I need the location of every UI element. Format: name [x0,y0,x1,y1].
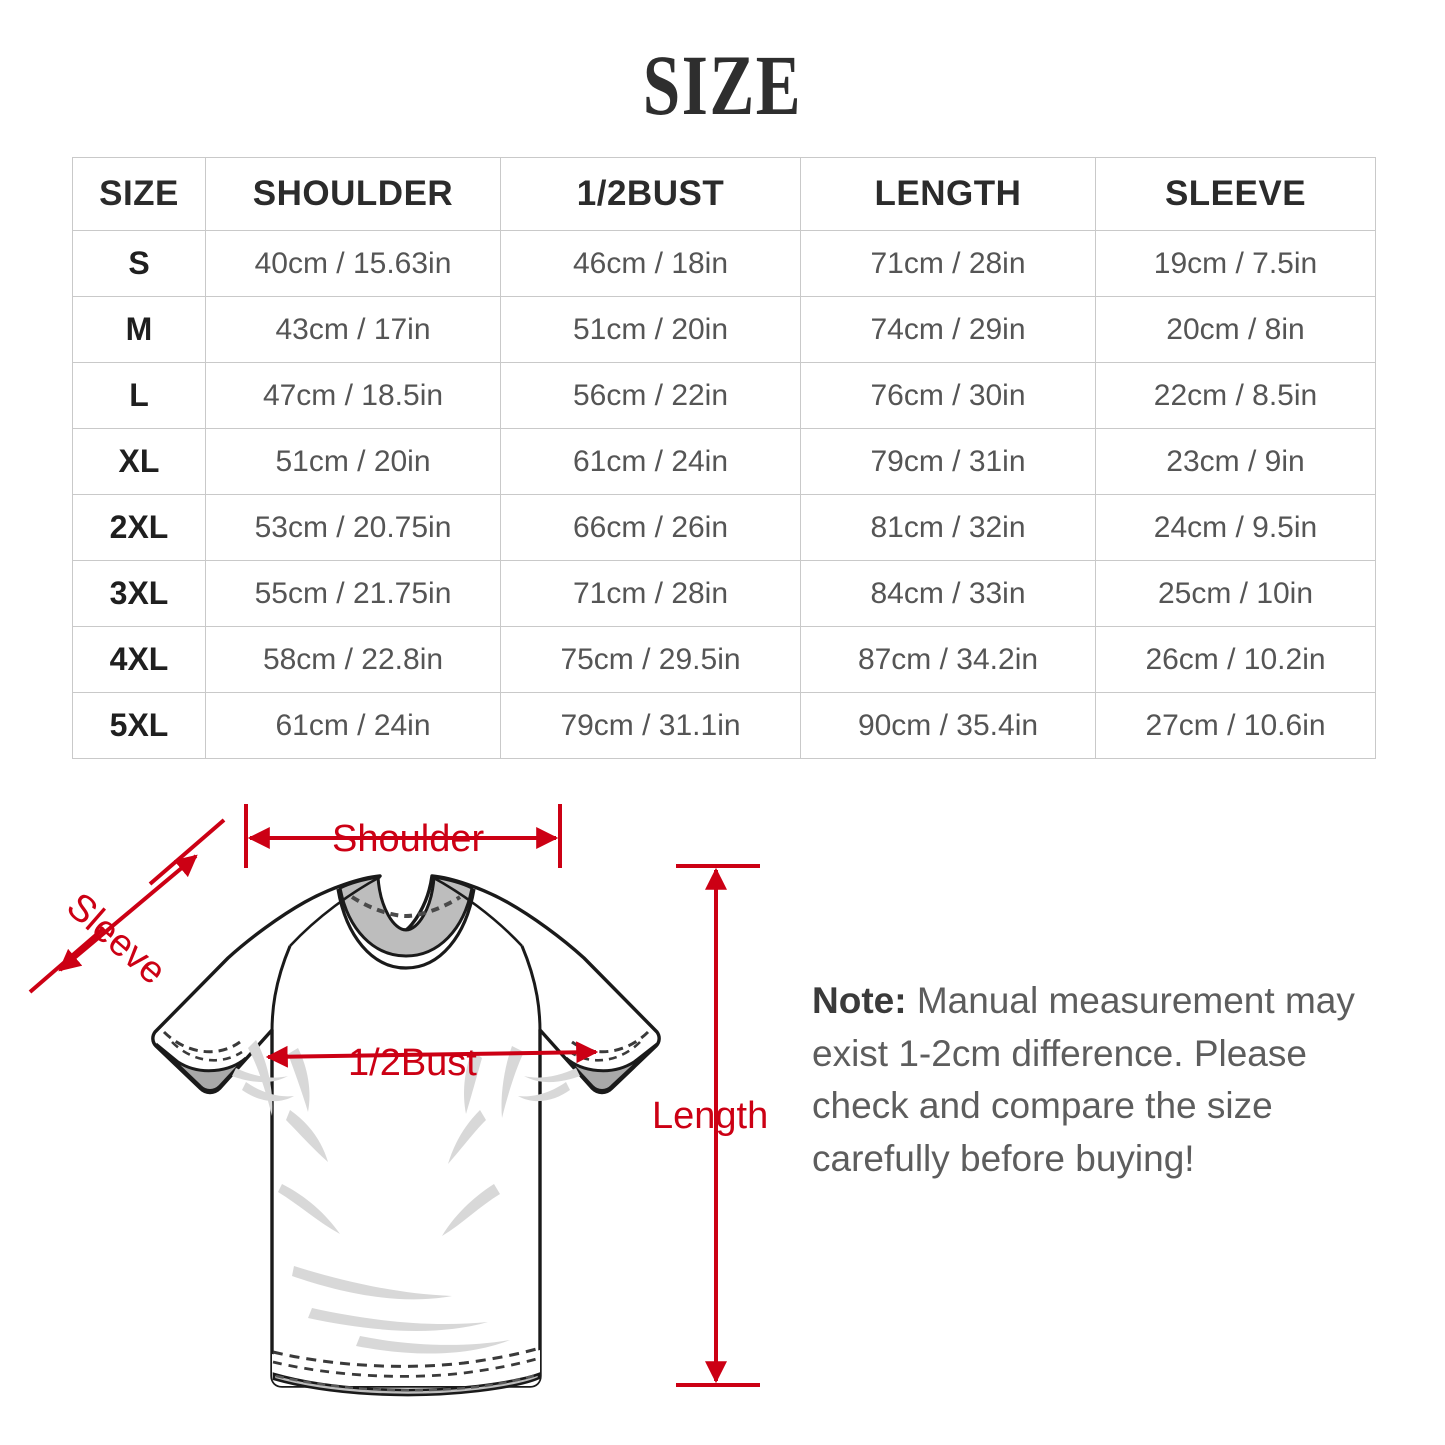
cell-length: 79cm / 31in [800,428,1096,495]
table-row: L 47cm / 18.5in 56cm / 22in 76cm / 30in … [72,362,1376,429]
sleeve-measure-arrow [28,818,226,994]
cell-shoulder: 55cm / 21.75in [205,560,501,627]
column-header-length: LENGTH [800,157,1096,231]
cell-size: M [72,296,206,363]
hem-stitch-lower [272,1356,541,1378]
cell-size: XL [72,428,206,495]
cell-shoulder: 51cm / 20in [205,428,501,495]
cell-bust: 46cm / 18in [500,230,801,297]
length-label: Length [652,1095,769,1137]
measurement-arrows-overlay [28,804,760,1387]
right-armhole-seam [520,945,542,1033]
cell-length: 84cm / 33in [800,560,1096,627]
column-header-sleeve: SLEEVE [1095,157,1376,231]
table-row: 4XL 58cm / 22.8in 75cm / 29.5in 87cm / 3… [72,626,1376,693]
table-row: 3XL 55cm / 21.75in 71cm / 28in 84cm / 33… [72,560,1376,627]
cell-shoulder: 47cm / 18.5in [205,362,501,429]
tshirt-illustration [151,874,661,1397]
size-chart-table: SIZE SHOULDER 1/2BUST LENGTH SLEEVE S 40… [72,157,1376,759]
cell-bust: 56cm / 22in [500,362,801,429]
cell-size: 2XL [72,494,206,561]
cell-length: 76cm / 30in [800,362,1096,429]
cell-shoulder: 40cm / 15.63in [205,230,501,297]
hem-band [272,1350,540,1386]
hem-inner-edge [272,1372,541,1397]
collar-tape [350,895,462,919]
note-label: Note: [812,980,907,1021]
cell-length: 87cm / 34.2in [800,626,1096,693]
shoulder-label: Shoulder [332,818,485,860]
table-row: S 40cm / 15.63in 46cm / 18in 71cm / 28in… [72,230,1376,297]
left-shoulder-seam [289,875,381,947]
collar-outer-edge [336,888,476,970]
cell-sleeve: 23cm / 9in [1095,428,1376,495]
cell-sleeve: 19cm / 7.5in [1095,230,1376,297]
measurement-diagram [0,780,1445,1445]
bust-measure-arrow [265,1041,599,1068]
hem-stitch-edge [275,1372,539,1392]
bust-label: 1/2Bust [348,1042,477,1084]
cell-sleeve: 22cm / 8.5in [1095,362,1376,429]
cell-sleeve: 20cm / 8in [1095,296,1376,363]
cell-shoulder: 58cm / 22.8in [205,626,501,693]
shoulder-measure-arrow [244,804,562,868]
column-header-bust: 1/2BUST [500,157,801,231]
page-title: SIZE [642,37,803,133]
left-armhole-seam [270,945,292,1033]
note-text: Manual measurement may exist 1-2cm diffe… [812,980,1355,1179]
cell-bust: 79cm / 31.1in [500,692,801,759]
cell-bust: 51cm / 20in [500,296,801,363]
cell-length: 71cm / 28in [800,230,1096,297]
cell-sleeve: 24cm / 9.5in [1095,494,1376,561]
cell-bust: 66cm / 26in [500,494,801,561]
table-header-row: SIZE SHOULDER 1/2BUST LENGTH SLEEVE [72,157,1376,231]
cell-length: 81cm / 32in [800,494,1096,561]
cell-sleeve: 25cm / 10in [1095,560,1376,627]
cell-size: S [72,230,206,297]
length-measure-arrow [676,864,760,1387]
cell-sleeve: 26cm / 10.2in [1095,626,1376,693]
left-cuff-stitch-outer [162,1030,241,1054]
table-row: 2XL 53cm / 20.75in 66cm / 26in 81cm / 32… [72,494,1376,561]
cell-shoulder: 61cm / 24in [205,692,501,759]
hem-stitch-upper [272,1346,541,1368]
cell-size: 3XL [72,560,206,627]
cell-size: L [72,362,206,429]
note-block: Note: Manual measurement may exist 1-2cm… [812,975,1382,1185]
left-cuff-opening [154,1042,248,1092]
column-header-size: SIZE [72,157,206,231]
tshirt-shape [151,874,661,1397]
cell-sleeve: 27cm / 10.6in [1095,692,1376,759]
table-row: 5XL 61cm / 24in 79cm / 31.1in 90cm / 35.… [72,692,1376,759]
cell-length: 74cm / 29in [800,296,1096,363]
column-header-shoulder: SHOULDER [205,157,501,231]
cell-shoulder: 43cm / 17in [205,296,501,363]
cell-bust: 75cm / 29.5in [500,626,801,693]
table-row: XL 51cm / 20in 61cm / 24in 79cm / 31in 2… [72,428,1376,495]
cell-size: 5XL [72,692,206,759]
cell-bust: 61cm / 24in [500,428,801,495]
size-chart-container: SIZE SHOULDER 1/2BUST LENGTH SLEEVE S 40… [72,157,1376,759]
cell-shoulder: 53cm / 20.75in [205,494,501,561]
cell-size: 4XL [72,626,206,693]
right-shoulder-seam [431,875,523,947]
cell-bust: 71cm / 28in [500,560,801,627]
cell-length: 90cm / 35.4in [800,692,1096,759]
table-row: M 43cm / 17in 51cm / 20in 74cm / 29in 20… [72,296,1376,363]
